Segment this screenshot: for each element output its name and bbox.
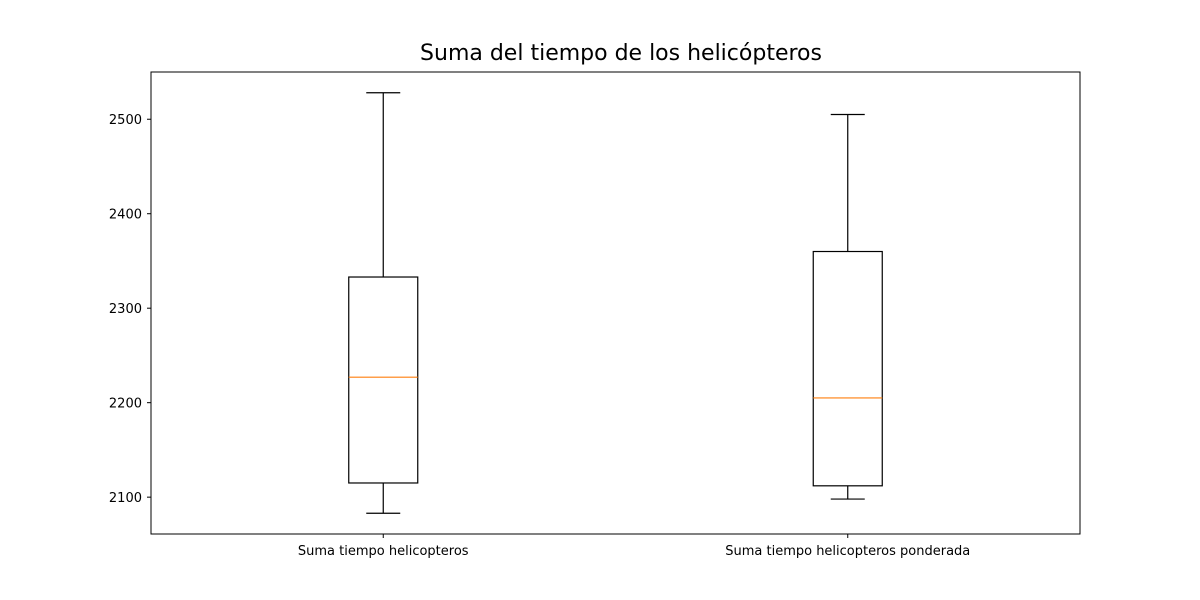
y-tick-label: 2300 <box>109 302 142 317</box>
x-tick-label: Suma tiempo helicopteros ponderada <box>725 544 970 559</box>
chart-title: Suma del tiempo de los helicópteros <box>420 41 822 66</box>
y-tick-label: 2400 <box>109 208 142 223</box>
x-tick-label: Suma tiempo helicopteros <box>298 544 469 559</box>
y-tick-label: 2500 <box>109 113 142 128</box>
plot-area: 2100 2200 2300 2400 2500 Suma tiempo helicopt… <box>109 71 1081 559</box>
y-tick-label: 2100 <box>109 491 142 506</box>
y-tick-label: 2200 <box>109 397 142 412</box>
iqr-box <box>812 250 883 487</box>
iqr-box <box>348 276 419 484</box>
plot-frame <box>150 71 1081 535</box>
